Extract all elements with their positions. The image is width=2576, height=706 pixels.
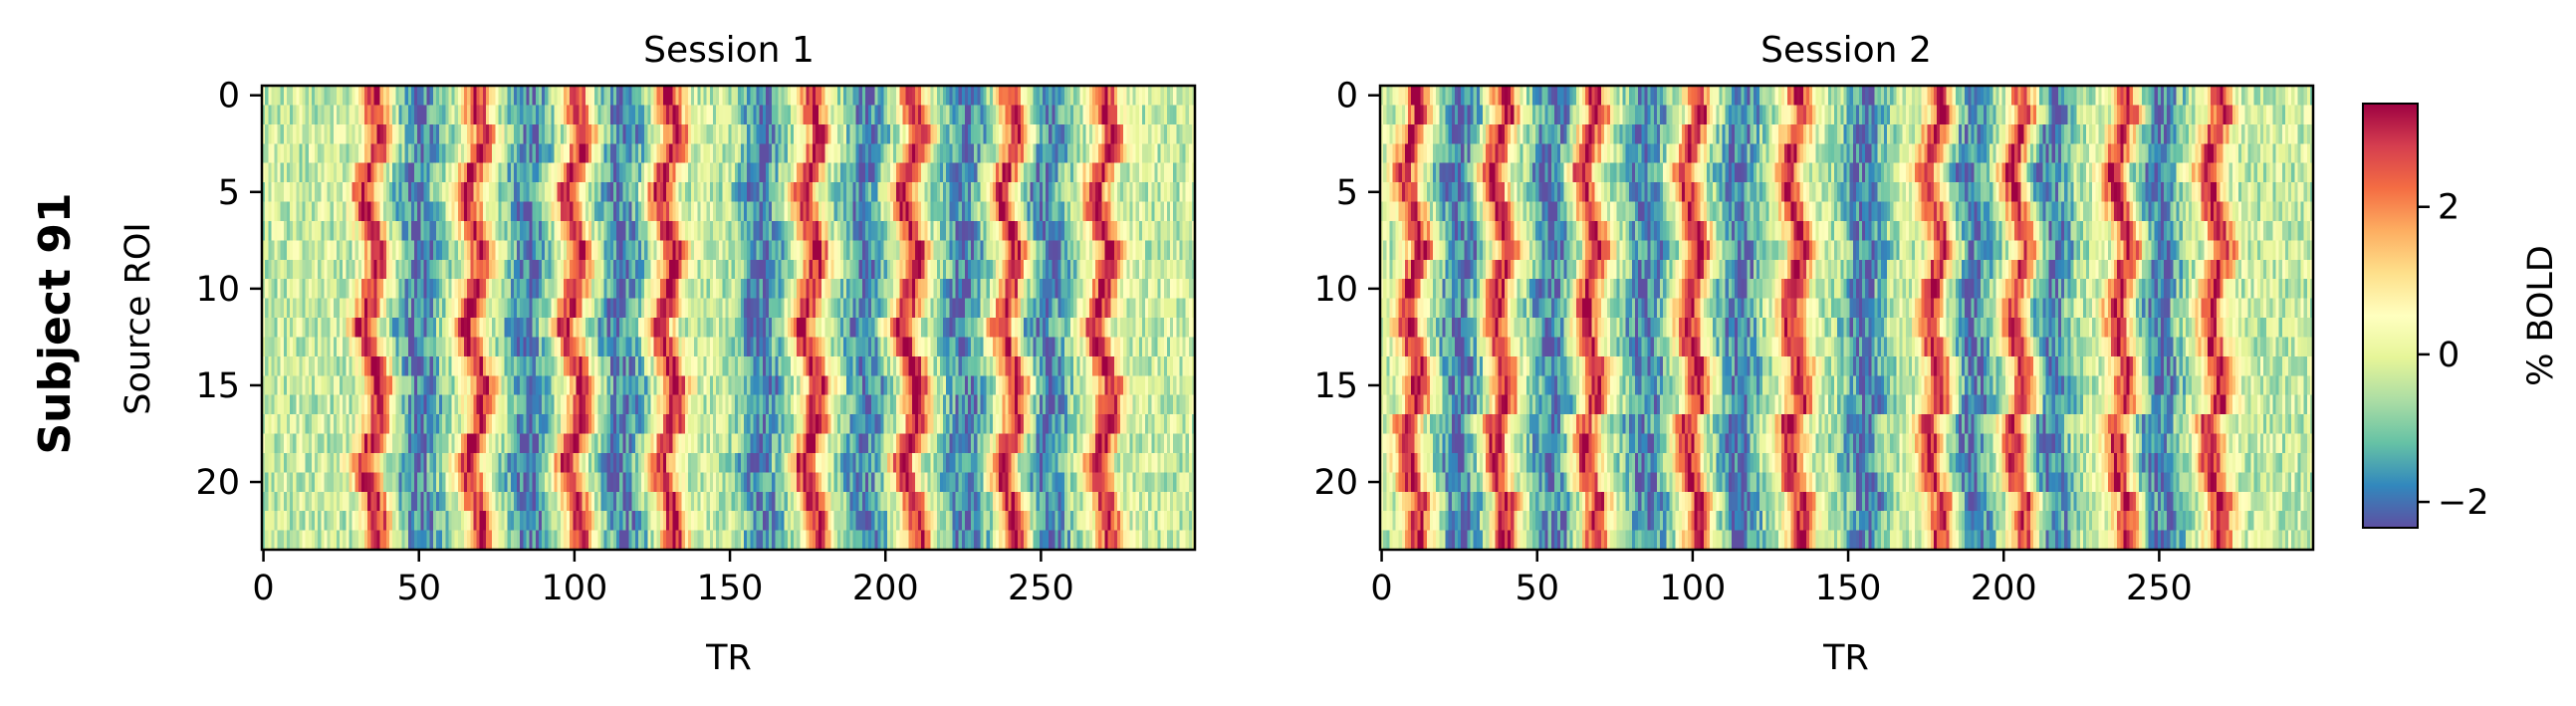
heatmap-panel-session-2: Session 2 TR 0 50 100 150 200 250 0 5 10 15 20 <box>1313 30 2315 678</box>
x-tick-label: 150 <box>1815 569 1882 608</box>
x-ticks-session-2: 0 50 100 150 200 250 <box>1370 550 2193 608</box>
y-tick-label: 5 <box>1336 173 1358 213</box>
y-tick-label: 10 <box>1313 270 1358 310</box>
x-tick-label: 250 <box>2126 569 2193 608</box>
plot-frame-session-1 <box>260 84 1197 552</box>
x-tick-label: 250 <box>1008 569 1074 608</box>
x-tick-label: 100 <box>1659 569 1726 608</box>
y-tick-label: 20 <box>195 463 240 503</box>
x-tick-label: 50 <box>1515 569 1559 608</box>
y-tick-label: 15 <box>1313 366 1358 406</box>
y-ticks-session-2: 0 5 10 15 20 <box>1313 77 1380 503</box>
y-ticks-session-1: 0 5 10 15 20 <box>195 77 262 503</box>
colorbar-tick-label: −2 <box>2438 483 2489 523</box>
x-tick-label: 150 <box>697 569 764 608</box>
heatmap-panel-session-1: Session 1 Source ROI TR 0 50 100 150 200 250 … <box>118 30 1197 678</box>
subject-label: Subject 91 <box>30 192 81 454</box>
x-tick-label: 200 <box>1971 569 2037 608</box>
x-tick-label: 100 <box>541 569 607 608</box>
panel-title-session-1: Session 1 <box>643 30 815 71</box>
y-tick-label: 10 <box>195 270 240 310</box>
y-tick-label: 15 <box>195 366 240 406</box>
plot-frame-session-2 <box>1378 84 2315 552</box>
y-tick-label: 20 <box>1313 463 1358 503</box>
y-tick-label: 0 <box>218 77 240 117</box>
x-axis-label-session-1: TR <box>705 638 752 678</box>
x-tick-label: 0 <box>1370 569 1392 608</box>
x-tick-label: 200 <box>852 569 919 608</box>
colorbar-gradient <box>2362 103 2419 529</box>
y-axis-label: Source ROI <box>118 222 158 415</box>
heatmap-cells-session-2 <box>1380 86 2314 551</box>
y-tick-label: 5 <box>218 173 240 213</box>
x-axis-label-session-2: TR <box>1822 638 1869 678</box>
x-ticks-session-1: 0 50 100 150 200 250 <box>252 550 1074 608</box>
colorbar-label: % BOLD <box>2521 245 2561 386</box>
colorbar-tick-label: 2 <box>2438 188 2459 228</box>
x-tick-label: 50 <box>396 569 441 608</box>
heatmap-cells-session-1 <box>262 86 1196 551</box>
colorbar: −2 0 2 % BOLD <box>2362 103 2561 529</box>
y-tick-label: 0 <box>1336 77 1358 117</box>
colorbar-ticks: −2 0 2 <box>2418 188 2489 523</box>
panel-title-session-2: Session 2 <box>1760 30 1932 71</box>
x-tick-label: 0 <box>252 569 274 608</box>
colorbar-tick-label: 0 <box>2438 336 2459 375</box>
